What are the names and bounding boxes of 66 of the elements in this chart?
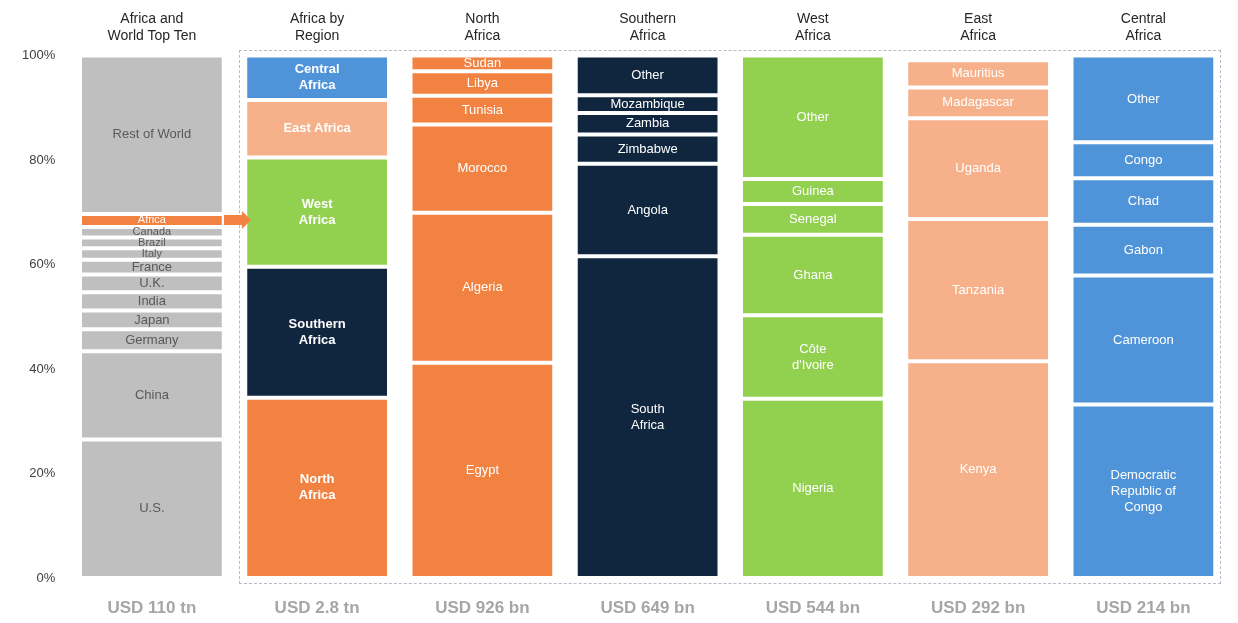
- y-tick-label: 40%: [29, 360, 56, 376]
- series-label: Other: [1127, 90, 1161, 106]
- series-label: North Africa: [298, 471, 337, 503]
- series-label: Algeria: [462, 279, 504, 295]
- text: USD 926 bn: [435, 597, 530, 617]
- series-label: Africa: [137, 213, 167, 226]
- y-tick-label: 100%: [22, 47, 56, 63]
- text: USD 544 bn: [765, 597, 861, 617]
- series-label: Other: [631, 67, 665, 83]
- series-label: France: [131, 258, 173, 274]
- series-label: West Africa: [298, 195, 337, 227]
- series-label: Sudan: [463, 55, 502, 71]
- series-label: Germany: [125, 331, 180, 347]
- x-tick-label: Southern Africa: [619, 10, 677, 44]
- y-tick-label: 60%: [29, 256, 56, 272]
- y-tick-label: 0%: [36, 569, 56, 585]
- text: USD 2.8 tn: [274, 597, 360, 617]
- y-tick-label: 80%: [29, 151, 56, 167]
- text: USD 214 bn: [1096, 597, 1191, 617]
- series-label: Cameroon: [1113, 331, 1174, 347]
- series-label: Mozambique: [610, 95, 685, 111]
- series-label: Congo: [1124, 151, 1163, 167]
- y-tick-label: 20%: [29, 465, 56, 481]
- series-label: Libya: [466, 75, 499, 91]
- series-label: India: [137, 292, 167, 308]
- series-label: Rest of World: [112, 126, 192, 142]
- series-label: Canada: [132, 225, 173, 238]
- series-label: Gabon: [1123, 241, 1163, 257]
- series-label: Zimbabwe: [617, 140, 678, 156]
- series-label: Ghana: [793, 266, 834, 282]
- x-tick-label: Central Africa: [1120, 10, 1166, 44]
- series-label: Guinea: [791, 183, 835, 198]
- text: USD 649 bn: [600, 597, 695, 617]
- x-tick-label: West Africa: [794, 10, 831, 44]
- x-tick-label: Africa and World Top Ten: [107, 10, 197, 44]
- series-label: Chad: [1127, 193, 1159, 209]
- series-label: Brazil: [138, 235, 166, 248]
- series-label: U.K.: [139, 274, 165, 290]
- series-label: Uganda: [955, 160, 1002, 176]
- series-label: Kenya: [959, 461, 998, 477]
- series-label: Mauritius: [951, 65, 1005, 81]
- text: USD 110 tn: [107, 597, 197, 617]
- text: USD 292 bn: [930, 597, 1026, 617]
- series-label: Madagascar: [942, 94, 1015, 110]
- series-label: Zambia: [625, 115, 671, 131]
- series-label: Japan: [134, 311, 170, 327]
- series-label: Tanzania: [952, 281, 1005, 297]
- series-label: Morocco: [457, 160, 508, 176]
- series-label: East Africa: [283, 120, 352, 136]
- series-label: Angola: [627, 201, 669, 217]
- series-label: Central Africa: [294, 61, 340, 93]
- series-label: Italy: [141, 247, 163, 260]
- x-tick-label: North Africa: [464, 10, 501, 44]
- series-label: U.S.: [139, 500, 165, 516]
- x-tick-label: East Africa: [960, 10, 997, 44]
- x-tick-label: Africa by Region: [289, 10, 345, 44]
- series-label: Nigeria: [792, 479, 835, 495]
- series-label: South Africa: [630, 400, 666, 432]
- series-label: Southern Africa: [288, 315, 346, 347]
- series-label: Other: [796, 108, 830, 124]
- series-label: Tunisia: [461, 101, 504, 117]
- series-label: Côte d'Ivoire: [792, 340, 834, 372]
- series-label: Egypt: [465, 461, 500, 477]
- series-label: Senegal: [789, 210, 837, 226]
- series-label: Democratic Republic of Congo: [1110, 466, 1177, 514]
- series-label: China: [134, 387, 170, 402]
